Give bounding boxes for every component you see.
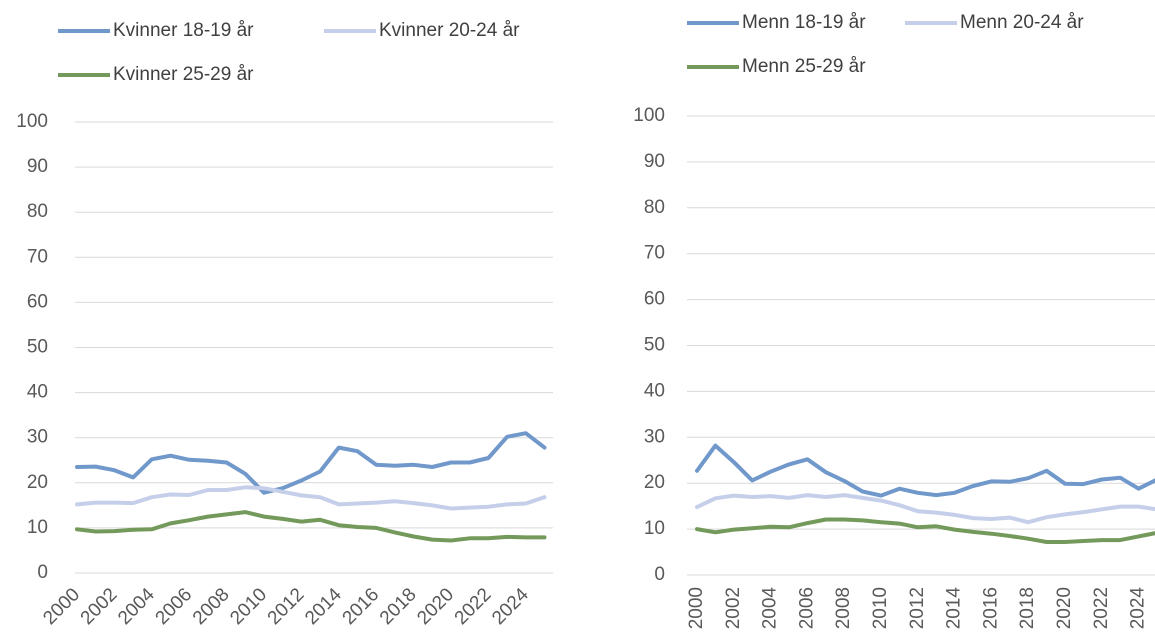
line-series	[75, 431, 547, 495]
y-tick-label: 20	[27, 472, 48, 493]
y-tick-label: 60	[644, 289, 665, 310]
x-tick-label: 2024	[1128, 587, 1149, 630]
y-tick-label: 80	[27, 201, 48, 222]
line-series	[75, 485, 547, 511]
x-tick-label: 2010	[870, 587, 891, 629]
x-tick-label: 2018	[376, 584, 421, 629]
y-tick-label: 80	[644, 197, 665, 218]
y-tick-label: 0	[37, 562, 48, 583]
x-tick-label: 2016	[339, 584, 384, 629]
x-tick-label: 2020	[1054, 587, 1075, 629]
legend-label: Menn 20-24 år	[960, 12, 1084, 33]
x-tick-label: 2022	[451, 584, 496, 629]
y-tick-label: 50	[27, 337, 48, 358]
x-tick-label: 2000	[39, 584, 84, 629]
x-tick-label: 2004	[760, 587, 781, 630]
x-tick-label: 2012	[264, 584, 309, 629]
x-tick-label: 2006	[152, 584, 197, 629]
x-tick-label: 2014	[301, 584, 346, 629]
x-tick-label: 2012	[907, 587, 928, 629]
x-tick-label: 2002	[77, 584, 122, 629]
x-tick-label: 2008	[833, 587, 854, 629]
y-tick-label: 60	[27, 291, 48, 312]
y-tick-label: 10	[644, 518, 665, 539]
x-tick-label: 2024	[488, 584, 533, 629]
x-tick-label: 2020	[413, 584, 458, 629]
x-tick-label: 2010	[226, 584, 271, 629]
legend-label: Kvinner 25-29 år	[113, 64, 254, 85]
y-tick-label: 0	[654, 564, 665, 585]
y-tick-label: 30	[27, 427, 48, 448]
y-tick-label: 30	[644, 426, 665, 447]
x-tick-label: 2016	[980, 587, 1001, 629]
legend-label: Menn 25-29 år	[742, 56, 866, 77]
y-tick-label: 70	[644, 243, 665, 264]
x-tick-label: 2006	[796, 587, 817, 629]
legend-label: Menn 18-19 år	[742, 12, 866, 33]
chart: 0102030405060708090100200020022004200620…	[16, 20, 553, 629]
x-tick-label: 2018	[1017, 587, 1038, 629]
y-tick-label: 100	[16, 111, 48, 132]
x-tick-label: 2022	[1091, 587, 1112, 629]
y-tick-label: 40	[27, 382, 48, 403]
y-tick-label: 90	[644, 151, 665, 172]
line-series	[695, 443, 1155, 498]
x-tick-label: 2008	[189, 584, 234, 629]
x-tick-label: 2004	[114, 584, 159, 629]
x-tick-label: 2002	[723, 587, 744, 629]
legend-label: Kvinner 18-19 år	[113, 20, 254, 41]
y-tick-label: 10	[27, 517, 48, 538]
x-tick-label: 2014	[944, 587, 965, 630]
y-tick-label: 100	[633, 105, 665, 126]
y-tick-label: 70	[27, 246, 48, 267]
line-series	[75, 510, 547, 543]
y-tick-label: 20	[644, 472, 665, 493]
x-tick-label: 2000	[686, 587, 707, 629]
chart: 0 10 20 30 40 50 60 70 80 90 100 2000 2002 2004 2006 20…	[633, 12, 1155, 629]
y-tick-label: 40	[644, 380, 665, 401]
y-tick-label: 90	[27, 156, 48, 177]
line-series	[695, 493, 1155, 525]
legend-label: Kvinner 20-24 år	[379, 20, 520, 41]
y-tick-label: 50	[644, 335, 665, 356]
line-series	[695, 517, 1155, 544]
